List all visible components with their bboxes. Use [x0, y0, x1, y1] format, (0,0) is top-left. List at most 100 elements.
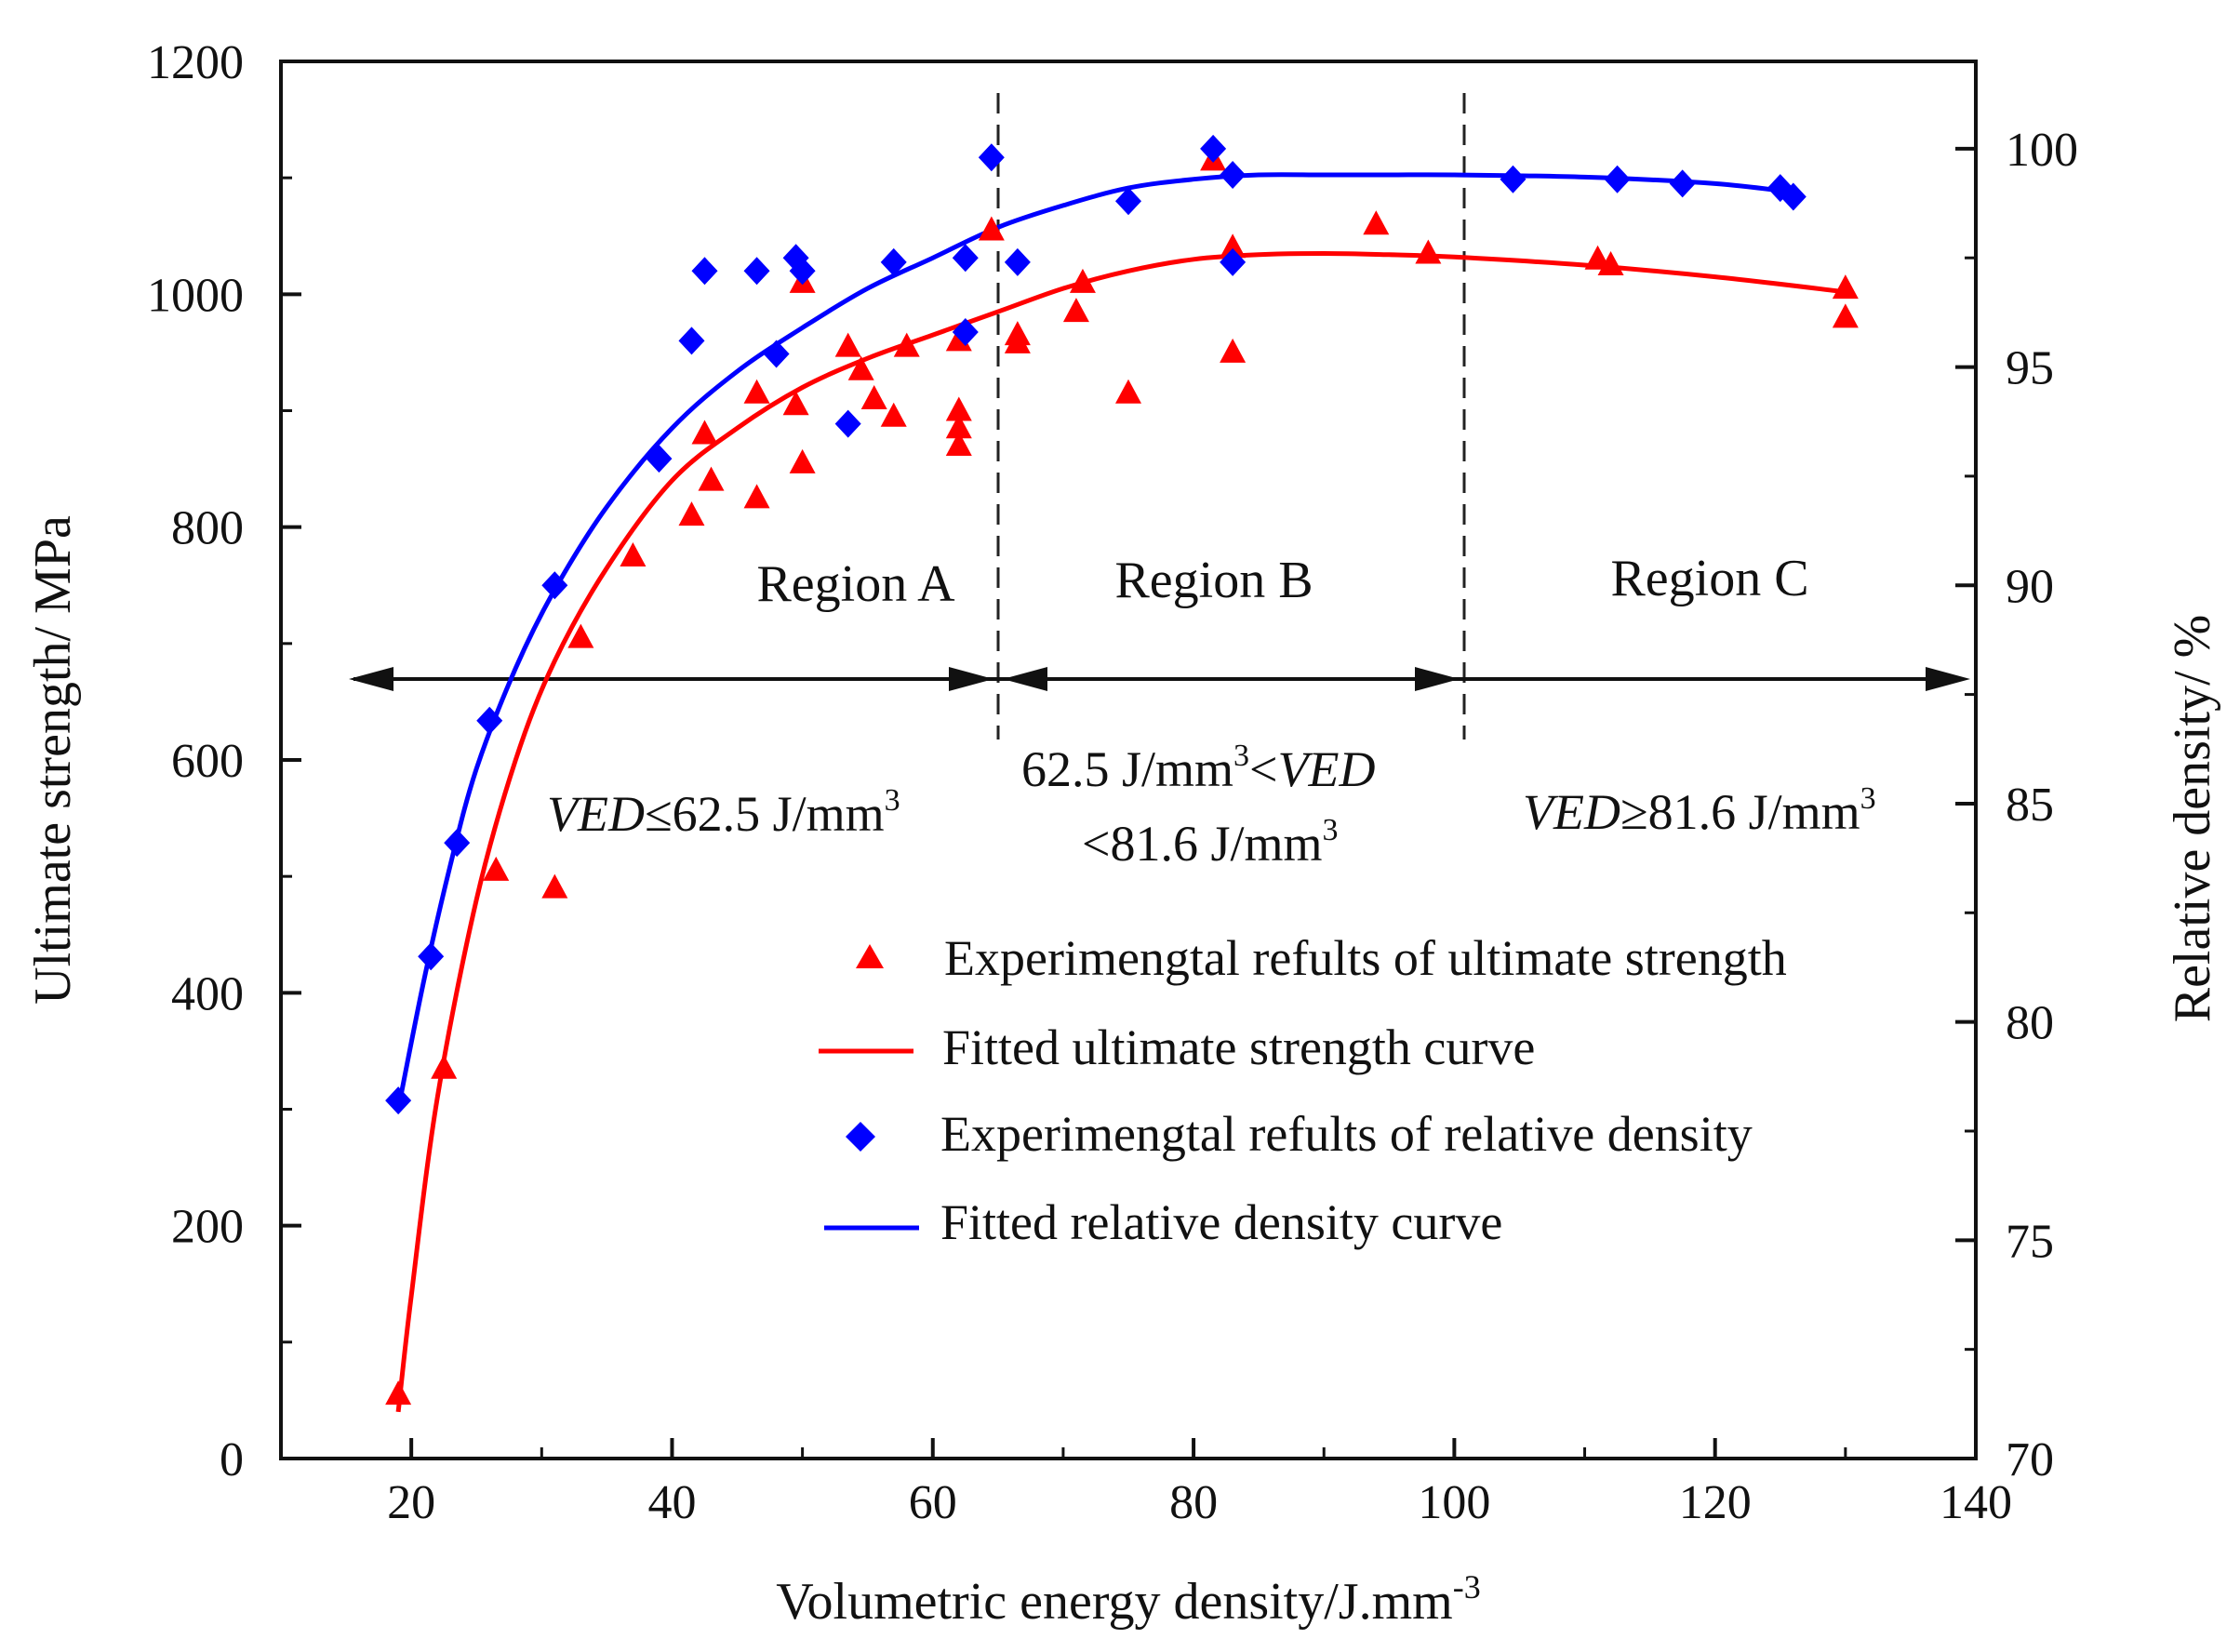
ved-b1-sup: 3 [1233, 739, 1249, 773]
legend: Experimengtal refults of ultimate streng… [819, 930, 1787, 1250]
density-data-point [1669, 169, 1696, 198]
strength-data-point [743, 484, 770, 509]
density-data-point [952, 318, 979, 347]
density-data-point [418, 942, 445, 971]
y-left-tick-label: 800 [171, 502, 244, 555]
density-data-point [691, 257, 718, 286]
y-axis-left-title: Ultimate strength/ MPa [24, 515, 82, 1005]
x-tick-label: 120 [1679, 1476, 1752, 1529]
ved-b1-italic: VED [1278, 741, 1376, 797]
strength-data-point [1415, 239, 1442, 264]
density-data-point [646, 445, 673, 473]
density-data-point [444, 829, 471, 858]
legend-diamond-marker [846, 1122, 875, 1152]
strength-data-point [385, 1380, 412, 1406]
ved-a-rest: ≤62.5 J/mm [645, 786, 885, 842]
strength-data-point [782, 391, 809, 416]
density-data-point [952, 244, 979, 273]
strength-data-point [945, 396, 972, 421]
y-axis-right-title: Relative density/ % [2164, 615, 2221, 1023]
ved-a-sup: 3 [885, 783, 900, 818]
strength-data-point [847, 355, 874, 380]
strength-data-point [567, 623, 594, 648]
ved-condition-b-line2: <81.6 J/mm3 [1082, 813, 1338, 872]
ved-condition-a: VED≤62.5 J/mm3 [547, 783, 900, 842]
x-tick-label: 80 [1169, 1476, 1218, 1529]
region-arrowhead [949, 667, 993, 691]
ved-a-italic: VED [547, 786, 645, 842]
strength-data-point [1004, 328, 1031, 353]
strength-data-point [834, 332, 861, 357]
density-data-point [1004, 247, 1031, 276]
density-data-point [1780, 182, 1807, 211]
density-data-point [1500, 165, 1527, 193]
strength-data-point [431, 1054, 458, 1079]
density-data-point [1220, 161, 1247, 190]
region-arrowhead [1003, 667, 1047, 691]
y-right-tick-label: 75 [2006, 1215, 2054, 1268]
region-c-label: Region C [1610, 550, 1808, 607]
x-axis-title-text: Volumetric energy density/J.mm [776, 1573, 1452, 1631]
x-tick-label: 20 [387, 1476, 435, 1529]
strength-data-point [1220, 338, 1247, 363]
y-left-tick-label: 400 [171, 967, 244, 1020]
y-left-tick-label: 1200 [147, 36, 244, 89]
y-right-tick-label: 95 [2006, 342, 2054, 395]
strength-data-point [620, 541, 647, 566]
strength-data-point [789, 448, 816, 473]
strength-data-point [1115, 379, 1141, 404]
legend-label-density-points: Experimengtal refults of relative densit… [940, 1106, 1753, 1162]
density-data-point [1200, 134, 1227, 163]
density-data-point [1604, 165, 1631, 193]
strength-data-point [893, 332, 920, 357]
y-left-tick-label: 600 [171, 735, 244, 788]
strength-data-point [1062, 298, 1089, 323]
ved-c-rest: ≥81.6 J/mm [1620, 784, 1860, 840]
x-tick-label: 40 [647, 1476, 696, 1529]
ved-c-sup: 3 [1860, 781, 1876, 816]
ved-condition-b-line1: 62.5 J/mm3<VED [1021, 739, 1375, 797]
density-data-point [541, 571, 568, 600]
density-data-point [476, 706, 503, 735]
strength-data-point [483, 856, 510, 881]
y-right-tick-label: 70 [2006, 1433, 2054, 1486]
region-b-label: Region B [1114, 552, 1313, 609]
ved-condition-c: VED≥81.6 J/mm3 [1523, 781, 1876, 840]
ved-b1-mid: < [1249, 741, 1277, 797]
strength-data-point [691, 420, 718, 445]
ved-c-italic: VED [1523, 784, 1620, 840]
x-tick-label: 60 [909, 1476, 957, 1529]
density-fitted-curve [395, 172, 1794, 1110]
y-left-tick-label: 1000 [147, 269, 244, 322]
axes-layer: 20 40 60 80 100 120 140 0 200 400 600 800 1000 1200 70… [147, 36, 2078, 1529]
region-arrowhead [1926, 667, 1970, 691]
density-data-point [763, 340, 790, 368]
y-right-tick-label: 100 [2006, 124, 2078, 177]
y-left-tick-label: 0 [220, 1433, 244, 1486]
ved-b1-pre: 62.5 J/mm [1021, 741, 1233, 797]
ved-b2-pre: <81.6 J/mm [1082, 816, 1322, 872]
density-data-point [789, 257, 816, 286]
density-data-point [1115, 187, 1141, 216]
legend-label-strength-curve: Fitted ultimate strength curve [942, 1019, 1535, 1075]
x-tick-label: 100 [1418, 1476, 1490, 1529]
x-axis-title: Volumetric energy density/J.mm-3 [776, 1568, 1480, 1631]
density-data-point [978, 143, 1005, 172]
strength-data-point [945, 432, 972, 457]
region-layer [349, 93, 1970, 739]
density-data-point [743, 257, 770, 286]
density-data-point [1220, 247, 1247, 276]
y-right-tick-label: 80 [2006, 997, 2054, 1050]
region-a-label: Region A [756, 555, 955, 613]
legend-label-density-curve: Fitted relative density curve [940, 1194, 1502, 1250]
y-right-tick-label: 85 [2006, 779, 2054, 832]
strength-data-point [1832, 274, 1859, 300]
strength-data-point [1597, 251, 1624, 276]
density-data-point [834, 409, 861, 438]
strength-data-point [698, 466, 725, 491]
region-arrowhead [349, 667, 393, 691]
legend-triangle-marker [856, 944, 884, 968]
strength-data-point [1832, 303, 1859, 328]
density-data-point [385, 1086, 412, 1115]
